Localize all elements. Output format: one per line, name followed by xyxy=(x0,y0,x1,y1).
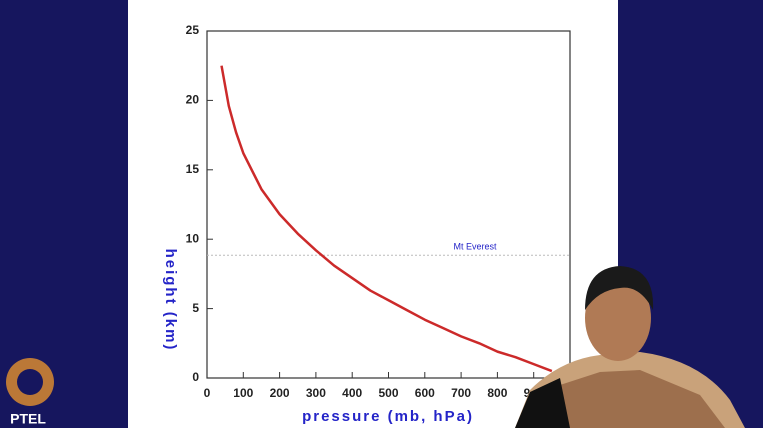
x-tick-label: 500 xyxy=(378,386,398,400)
y-tick-label: 20 xyxy=(186,93,200,107)
y-tick-label: 15 xyxy=(186,162,200,176)
y-tick-label: 10 xyxy=(186,231,200,245)
y-axis-label: height (km) xyxy=(162,249,179,352)
page: {"chart_data": {"type": "line", "x_label… xyxy=(0,0,763,428)
y-tick-label: 5 xyxy=(192,301,199,315)
x-tick-label: 400 xyxy=(342,386,362,400)
x-tick-label: 0 xyxy=(204,386,211,400)
annotation-text: Mt Everest xyxy=(453,242,497,252)
x-axis-label: pressure (mb, hPa) xyxy=(302,408,474,425)
y-tick-label: 25 xyxy=(186,23,200,37)
x-tick-label: 300 xyxy=(306,386,326,400)
x-tick-label: 200 xyxy=(270,386,290,400)
x-tick-label: 800 xyxy=(487,386,507,400)
x-tick-label: 100 xyxy=(233,386,253,400)
slide xyxy=(128,0,618,428)
logo-text: PTEL xyxy=(10,411,46,427)
x-tick-label: 700 xyxy=(451,386,471,400)
y-tick-label: 0 xyxy=(192,370,199,384)
chart: pressure (mb, hPa) height (km) 0 5 10 15 20 2… xyxy=(0,0,763,428)
x-tick-label: 600 xyxy=(415,386,435,400)
logo: PTEL xyxy=(6,358,54,427)
